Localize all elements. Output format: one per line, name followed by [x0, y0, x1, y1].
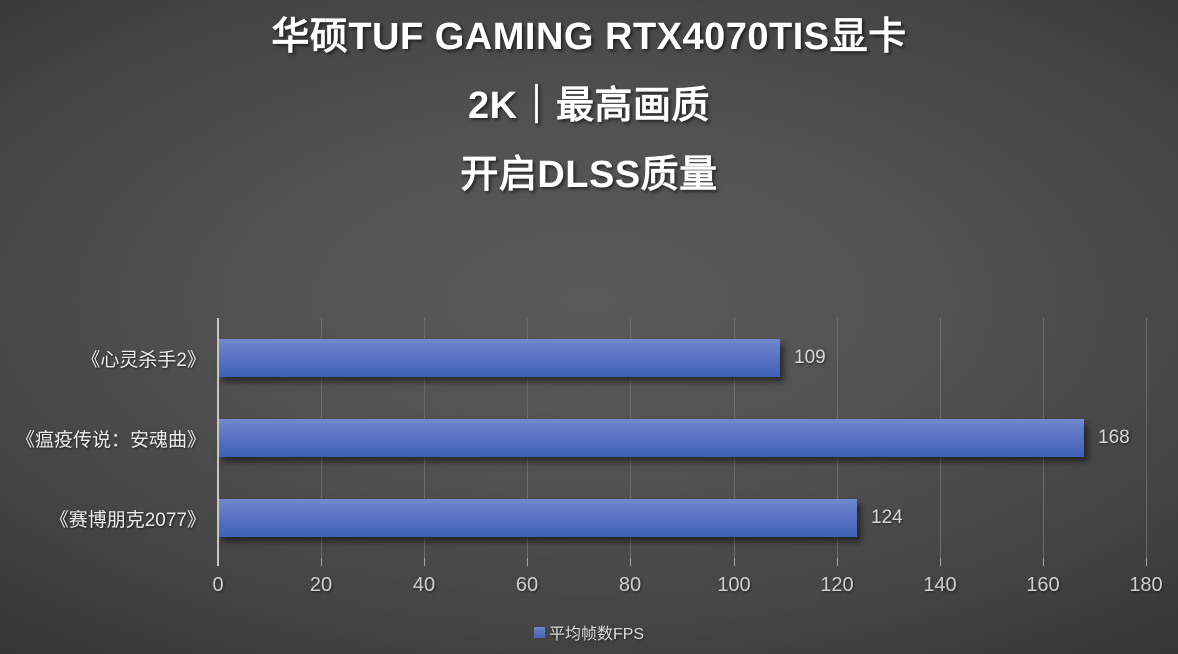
- x-axis-tick-label: 140: [923, 574, 957, 596]
- bar-value-label: 168: [1098, 427, 1130, 448]
- category-label: 《瘟疫传说：安魂曲》: [15, 429, 206, 451]
- x-axis-tick-label: 0: [212, 574, 224, 596]
- legend: 平均帧数FPS: [0, 620, 1178, 644]
- x-axis-tick-label: 80: [618, 574, 642, 596]
- x-axis-tick: [940, 558, 941, 566]
- chart-title: 华硕TUF GAMING RTX4070TIS显卡 2K｜最高画质 开启DLSS…: [0, 3, 1178, 210]
- category-label: 《心灵杀手2》: [81, 349, 206, 371]
- chart-title-line-2: 2K｜最高画质: [467, 85, 711, 127]
- legend-swatch-icon: [533, 626, 545, 638]
- grid-line: [1146, 318, 1147, 558]
- x-axis-tick: [734, 558, 735, 566]
- bar-value-label: 109: [794, 347, 826, 368]
- chart-title-line-3: 开启DLSS质量: [460, 154, 718, 196]
- x-axis-tick-label: 60: [515, 574, 539, 596]
- category-axis: 《心灵杀手2》《瘟疫传说：安魂曲》《赛博朋克2077》: [0, 318, 206, 558]
- x-axis-tick: [321, 558, 322, 566]
- x-axis-tick: [1146, 558, 1147, 566]
- category-label: 《赛博朋克2077》: [49, 509, 206, 531]
- bar-row: 124: [218, 478, 1146, 558]
- x-axis-tick: [630, 558, 631, 566]
- bar: [218, 499, 857, 537]
- bar-value-label: 124: [871, 507, 903, 528]
- y-axis-line: [217, 318, 219, 566]
- bar-row: 168: [218, 398, 1146, 478]
- x-axis-tick: [527, 558, 528, 566]
- x-axis-tick-label: 40: [412, 574, 436, 596]
- x-axis-tick: [424, 558, 425, 566]
- x-axis-tick: [837, 558, 838, 566]
- bar: [218, 339, 780, 377]
- bar: [218, 419, 1084, 457]
- legend-label: 平均帧数FPS: [548, 626, 645, 643]
- x-axis-tick-label: 180: [1129, 574, 1163, 596]
- x-axis-tick: [1043, 558, 1044, 566]
- x-axis-tick-labels: 0 20 40 60 80 100 120 140 160 180: [212, 573, 1162, 599]
- chart-title-line-1: 华硕TUF GAMING RTX4070TIS显卡: [271, 16, 907, 58]
- x-axis-tick-label: 20: [309, 574, 333, 596]
- x-axis-tick-label: 160: [1026, 574, 1060, 596]
- x-axis-tick-label: 100: [717, 574, 751, 596]
- x-axis-tick-label: 120: [820, 574, 854, 596]
- plot-area: 109 168 124: [217, 318, 1147, 566]
- bar-row: 109: [218, 318, 1146, 398]
